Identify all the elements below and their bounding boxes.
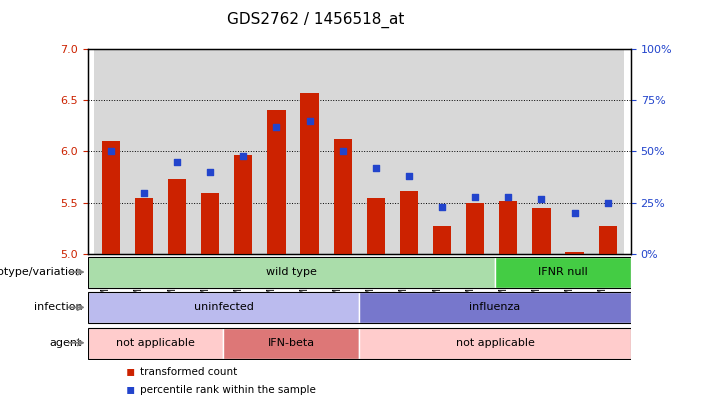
Text: wild type: wild type <box>266 267 317 277</box>
Point <box>271 124 282 130</box>
Bar <box>400 191 418 254</box>
Bar <box>492 49 525 254</box>
Point <box>205 169 216 175</box>
Bar <box>532 208 550 254</box>
Point <box>437 204 448 210</box>
Bar <box>558 49 591 254</box>
Bar <box>499 201 517 254</box>
Bar <box>161 49 193 254</box>
Bar <box>367 198 385 254</box>
Bar <box>102 141 120 254</box>
FancyBboxPatch shape <box>88 328 224 359</box>
FancyBboxPatch shape <box>224 328 359 359</box>
Bar <box>334 139 352 254</box>
Point <box>105 148 116 155</box>
Point <box>370 165 381 171</box>
Bar <box>393 49 426 254</box>
Bar <box>293 49 326 254</box>
Bar <box>234 155 252 254</box>
Bar <box>466 203 484 254</box>
Text: uninfected: uninfected <box>193 303 253 312</box>
Bar <box>94 49 128 254</box>
Text: agent: agent <box>50 338 82 348</box>
Point <box>138 190 149 196</box>
FancyBboxPatch shape <box>88 257 495 288</box>
FancyBboxPatch shape <box>88 292 359 323</box>
Bar <box>326 49 359 254</box>
Bar <box>591 49 625 254</box>
Text: genotype/variation: genotype/variation <box>0 267 82 277</box>
Bar <box>566 252 584 254</box>
Text: influenza: influenza <box>470 303 521 312</box>
Text: IFN-beta: IFN-beta <box>268 338 315 348</box>
Bar <box>201 193 219 254</box>
Text: not applicable: not applicable <box>456 338 535 348</box>
Point <box>172 158 183 165</box>
Point <box>503 194 514 200</box>
Point <box>470 194 481 200</box>
Bar <box>226 49 260 254</box>
Point <box>337 148 348 155</box>
Bar <box>301 93 319 254</box>
Text: not applicable: not applicable <box>116 338 195 348</box>
Bar <box>260 49 293 254</box>
Bar <box>599 226 617 254</box>
Point <box>602 200 613 206</box>
Bar <box>525 49 558 254</box>
Bar <box>267 110 285 254</box>
FancyBboxPatch shape <box>359 328 631 359</box>
Bar <box>193 49 226 254</box>
Bar <box>426 49 458 254</box>
Text: GDS2762 / 1456518_at: GDS2762 / 1456518_at <box>226 12 404 28</box>
Text: percentile rank within the sample: percentile rank within the sample <box>140 385 316 395</box>
FancyBboxPatch shape <box>495 257 631 288</box>
Bar <box>433 226 451 254</box>
Point <box>536 196 547 202</box>
Bar <box>135 198 153 254</box>
FancyBboxPatch shape <box>359 292 631 323</box>
Text: ▪: ▪ <box>126 364 135 377</box>
Bar <box>359 49 393 254</box>
Point <box>304 117 315 124</box>
Point <box>403 173 414 179</box>
Text: infection: infection <box>34 303 82 312</box>
Bar <box>458 49 492 254</box>
Text: transformed count: transformed count <box>140 367 238 377</box>
Text: IFNR null: IFNR null <box>538 267 588 277</box>
Point <box>238 152 249 159</box>
Text: ▪: ▪ <box>126 382 135 396</box>
Bar <box>128 49 161 254</box>
Bar <box>168 179 186 254</box>
Point <box>569 210 580 216</box>
